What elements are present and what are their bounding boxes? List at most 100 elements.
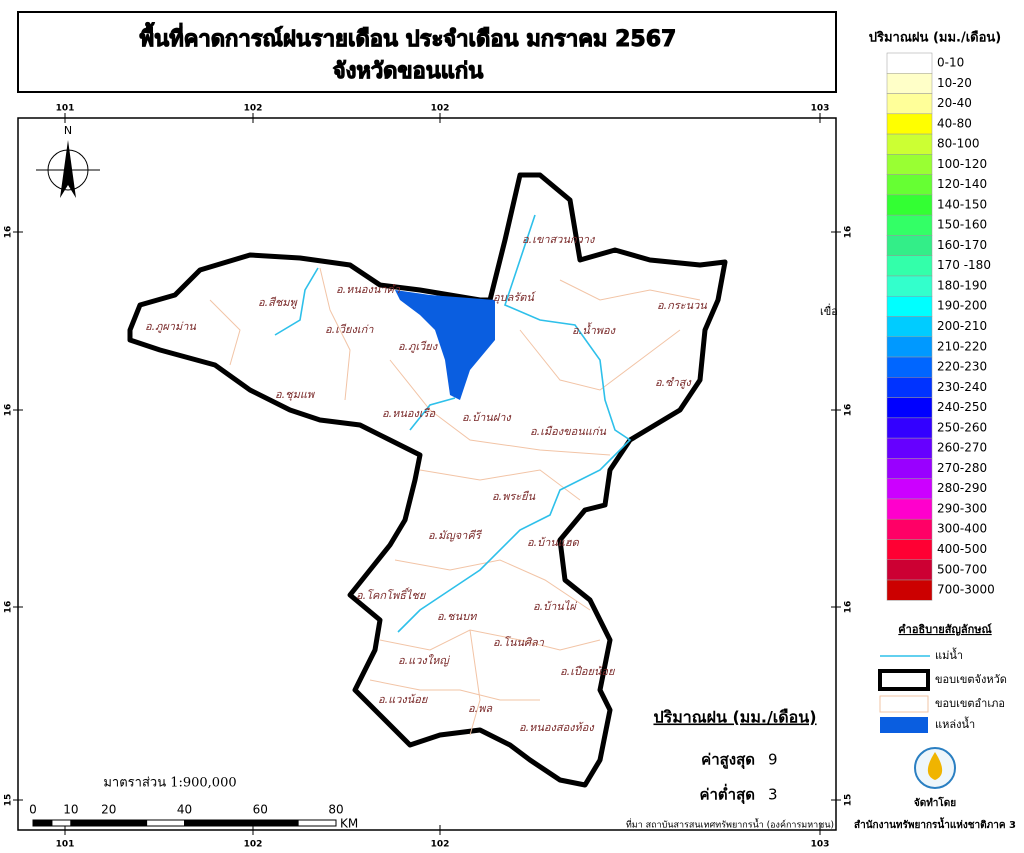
stats-max-value: 9 — [768, 751, 778, 769]
district-label: อ.เขาสวนกวาง — [522, 233, 596, 246]
lon-label: 103 — [811, 840, 830, 850]
district-label: อ.ซำสูง — [655, 376, 692, 389]
legend-swatch — [886, 154, 933, 175]
district-label: อ.แวงน้อย — [378, 693, 429, 706]
scale-segment — [184, 819, 223, 827]
district-label: อ.โคกโพธิ์ไชย — [356, 587, 427, 602]
district-label: อุบลรัตน์ — [493, 291, 537, 304]
district-label: อ.มัญจาคีรี — [428, 529, 483, 542]
legend-swatch — [886, 214, 933, 236]
district-label: อ.น้ำพอง — [572, 322, 617, 337]
north-arrow: N — [36, 124, 100, 198]
legend-label: 20-40 — [937, 96, 972, 110]
scale-segment — [146, 819, 185, 827]
district-label: อ.หนองสองห้อง — [519, 721, 595, 734]
scale-mark: 20 — [101, 803, 116, 817]
district-border — [519, 329, 681, 391]
lat-label: 16 — [844, 601, 854, 614]
district-label: อ.หนองนาคำ — [336, 283, 401, 296]
district-label: อ.ชนบท — [437, 610, 477, 623]
legend-label: 0-10 — [937, 56, 964, 70]
lon-label: 102 — [244, 840, 263, 850]
legend-label: 290-300 — [937, 501, 987, 515]
legend-label: 270-280 — [937, 461, 987, 475]
legend-swatch — [886, 458, 933, 479]
legend-label: 230-240 — [937, 380, 987, 394]
lon-label: 102 — [244, 104, 263, 114]
stats-min-label: ค่าต่ำสุด — [699, 784, 755, 805]
scale-segment — [70, 819, 91, 827]
district-label: อ.กระนวน — [657, 299, 707, 312]
lon-label: 103 — [811, 104, 830, 114]
district-label: อ.แวงใหญ่ — [398, 654, 451, 667]
symbol-label: แม่น้ำ — [935, 647, 963, 662]
legend-label: 280-290 — [937, 481, 987, 495]
north-label: N — [64, 124, 72, 137]
legend-swatch — [886, 174, 933, 196]
lon-label: 101 — [56, 840, 75, 850]
legend-label: 170 -180 — [937, 258, 991, 272]
scale-mark: 40 — [177, 803, 192, 817]
logo-drop — [927, 752, 943, 780]
reservoir — [395, 290, 495, 400]
legend-label: 10-20 — [937, 76, 972, 90]
legend-swatch — [886, 295, 933, 317]
legend-swatch — [886, 336, 933, 358]
title-box — [17, 11, 837, 93]
legend-label: 250-260 — [937, 420, 987, 434]
logo — [914, 747, 956, 789]
legend-swatch — [886, 316, 933, 338]
scale-mark: 10 — [63, 803, 78, 817]
district-label: อ.เปือยน้อย — [560, 665, 616, 678]
legend-label: 150-160 — [937, 218, 987, 232]
district-border — [319, 267, 351, 401]
scale-segment — [108, 819, 148, 827]
legend-swatch — [886, 377, 933, 398]
legend-swatch — [886, 539, 933, 560]
legend-swatch — [886, 255, 933, 277]
source: ที่มา สถาบันสารสนเทศทรัพยากรน้ำ (องค์การ… — [626, 818, 834, 831]
legend-label: 180-190 — [937, 278, 987, 292]
district-border — [469, 629, 481, 736]
legend-label: 160-170 — [937, 238, 987, 252]
title-line-1: พื้นที่คาดการณ์ฝนรายเดือน ประจำเดือน มกร… — [140, 22, 677, 52]
stats-min-value: 3 — [768, 786, 778, 804]
district-label: อ.บ้านฝาง — [462, 411, 512, 424]
legend-label: 140-150 — [937, 197, 987, 211]
legend-label: 120-140 — [937, 177, 987, 191]
legend-label: 210-220 — [937, 339, 987, 353]
district-borders — [209, 267, 701, 736]
district-label: อ.สีชมพู — [258, 296, 299, 309]
legend-swatch — [886, 498, 933, 520]
legend-swatch — [886, 437, 933, 459]
district-label: อ.หนองเรือ — [382, 407, 436, 420]
district-labels: อ.ภูผาม่านอ.สีชมพูอ.หนองนาคำอ.เวียงเก่าอ… — [145, 233, 707, 734]
lat-label: 16 — [4, 404, 14, 417]
legend-swatch — [886, 235, 933, 256]
north-needle — [60, 140, 76, 198]
district-label: อ.บ้านไผ่ — [533, 600, 578, 613]
district-border — [379, 629, 601, 651]
district-label: อ.บ้านแฮด — [527, 536, 580, 549]
legend-swatch — [886, 559, 933, 581]
lat-label: 16 — [844, 404, 854, 417]
agency: สำนักงานทรัพยากรน้ำแห่งชาติภาค 3 — [854, 817, 1016, 831]
district-label: อ.เวียงเก่า — [325, 323, 374, 336]
legend-label: 40-80 — [937, 116, 972, 130]
district-border — [389, 359, 611, 456]
district-label: อ.เมืองขอนแก่น — [530, 425, 606, 438]
legend-swatch — [886, 113, 933, 135]
lat-label: 16 — [4, 601, 14, 614]
cut-label: เขื่อ — [820, 303, 838, 318]
district-label: อ.ภูเวียง — [398, 340, 439, 353]
legend-swatch — [886, 356, 933, 378]
legend-label: 220-230 — [937, 360, 987, 374]
district-label: อ.ภูผาม่าน — [145, 320, 196, 333]
legend-swatch — [886, 133, 933, 155]
legend-label: 80-100 — [937, 137, 980, 151]
river — [274, 267, 319, 336]
